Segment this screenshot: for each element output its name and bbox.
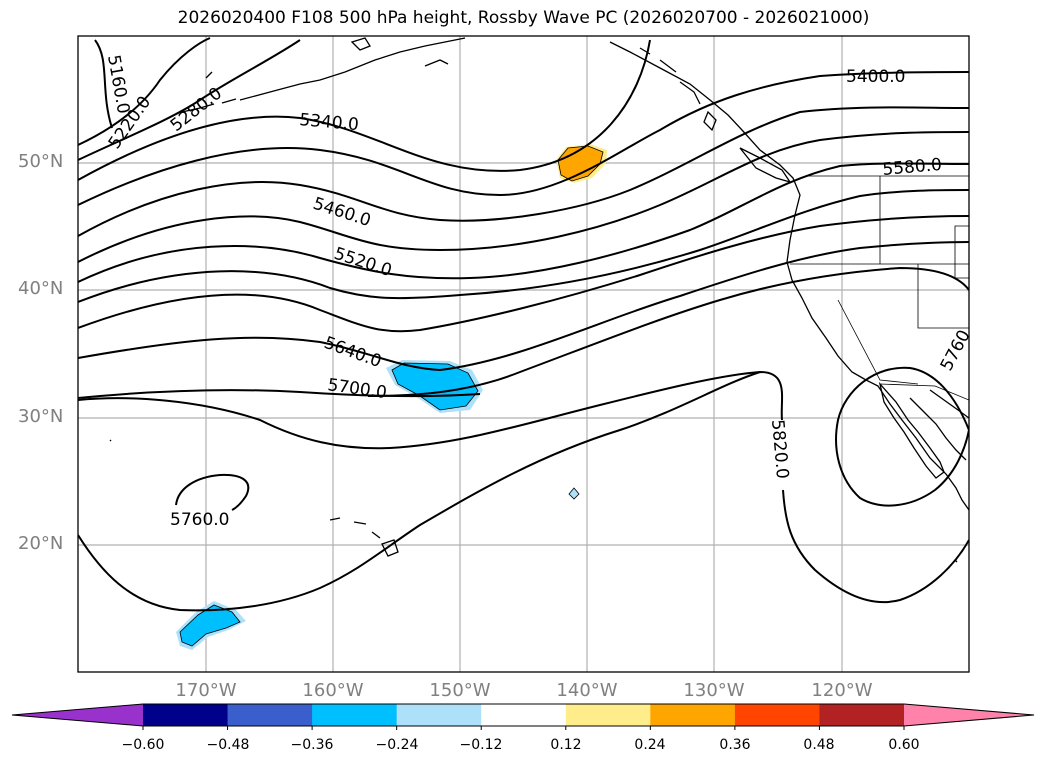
- colorbar-swatch: [819, 704, 905, 726]
- alaska-panhandle-coast: [609, 41, 969, 511]
- kodiak-island: [350, 37, 371, 51]
- contour-5220: [78, 37, 211, 146]
- lon-label-120w: 120°W: [811, 680, 873, 701]
- height-contours: [78, 37, 969, 612]
- contour-5580b: [78, 189, 969, 303]
- contour-5820: [782, 489, 969, 604]
- map-title: 2026020400 F108 500 hPa height, Rossby W…: [177, 8, 870, 28]
- colorbar-tick-label: −0.36: [290, 737, 334, 753]
- anomaly-shading: [176, 144, 607, 650]
- contour-label-5760: 5760.0: [170, 510, 229, 530]
- negative-anomaly-small: [568, 487, 580, 500]
- contour-5400: [78, 71, 969, 206]
- lon-label-160w: 160°W: [302, 680, 364, 701]
- colorbar-tick-label: 0.60: [888, 737, 920, 753]
- lat-label-30n: 30°N: [18, 406, 64, 427]
- lon-label-150w: 150°W: [429, 680, 491, 701]
- map-frame: [77, 35, 970, 673]
- lon-label-130w: 130°W: [683, 680, 745, 701]
- coastlines: [109, 37, 969, 563]
- lat-label-20n: 20°N: [18, 533, 64, 554]
- contour-5700: [78, 241, 969, 372]
- colorbar-swatch: [396, 704, 482, 726]
- colorbar-swatch: [312, 704, 398, 726]
- contour-label-5400: 5400.0: [846, 67, 905, 87]
- colorbar-extend-high: [904, 704, 1034, 726]
- contour-5700b: [367, 266, 969, 397]
- lat-label-50n: 50°N: [18, 151, 64, 172]
- contour-5820-west: [78, 371, 761, 612]
- contour-5760-small: [175, 473, 250, 511]
- contour-5760-north: [78, 389, 481, 399]
- colorbar-extend-low: [12, 704, 143, 726]
- colorbar-tick-label: 0.36: [719, 737, 751, 753]
- colorbar-tick-label: −0.48: [206, 737, 250, 753]
- lon-label-140w: 140°W: [556, 680, 618, 701]
- contour-5520: [78, 131, 969, 263]
- colorbar-tick-label: −0.24: [375, 737, 419, 753]
- contour-label-5520: 5520.0: [331, 244, 394, 281]
- negative-anomaly-subtropical-core: [391, 362, 479, 411]
- colorbar-swatch: [650, 704, 736, 726]
- contour-5580: [78, 162, 969, 283]
- contour-label-5820: 5820.0: [767, 419, 792, 480]
- contour-5340: [78, 39, 651, 181]
- lat-label-40n: 40°N: [18, 278, 64, 299]
- borders: [790, 175, 969, 401]
- contour-5460: [78, 106, 969, 237]
- colorbar-tick-label: 0.24: [634, 737, 666, 753]
- contour-5280: [78, 39, 301, 161]
- contour-5640: [78, 215, 969, 333]
- colorbar: [11, 703, 1035, 730]
- baja-california: [878, 381, 945, 479]
- hawaii-islands: [329, 517, 341, 521]
- gridlines: [78, 36, 969, 672]
- aleutian-islands: [181, 103, 215, 113]
- colorbar-swatch: [734, 704, 820, 726]
- lon-label-170w: 170°W: [175, 680, 237, 701]
- contour-5160: [94, 39, 113, 129]
- colorbar-swatch: [565, 704, 651, 726]
- contour-labels: 5160.0 5220.0 5280.0 5340.0 5400.0 5460.…: [103, 53, 975, 530]
- contour-5820-loop: [835, 366, 969, 507]
- colorbar-tick-label: −0.12: [459, 737, 503, 753]
- colorbar-swatch: [227, 704, 313, 726]
- colorbar-tick-label: −0.60: [121, 737, 165, 753]
- contour-label-5640: 5640.0: [321, 333, 384, 372]
- contour-label-5340: 5340.0: [299, 110, 360, 135]
- colorbar-swatch: [143, 704, 229, 726]
- alaska-peninsula-coast: [239, 37, 466, 101]
- contour-label-5700: 5700.0: [326, 375, 388, 403]
- contour-label-5460: 5460.0: [310, 194, 373, 231]
- colorbar-tick-label: 0.12: [550, 737, 582, 753]
- colorbar-swatch: [481, 704, 567, 726]
- haida-gwaii: [703, 110, 717, 132]
- colorbar-tick-label: 0.48: [803, 737, 835, 753]
